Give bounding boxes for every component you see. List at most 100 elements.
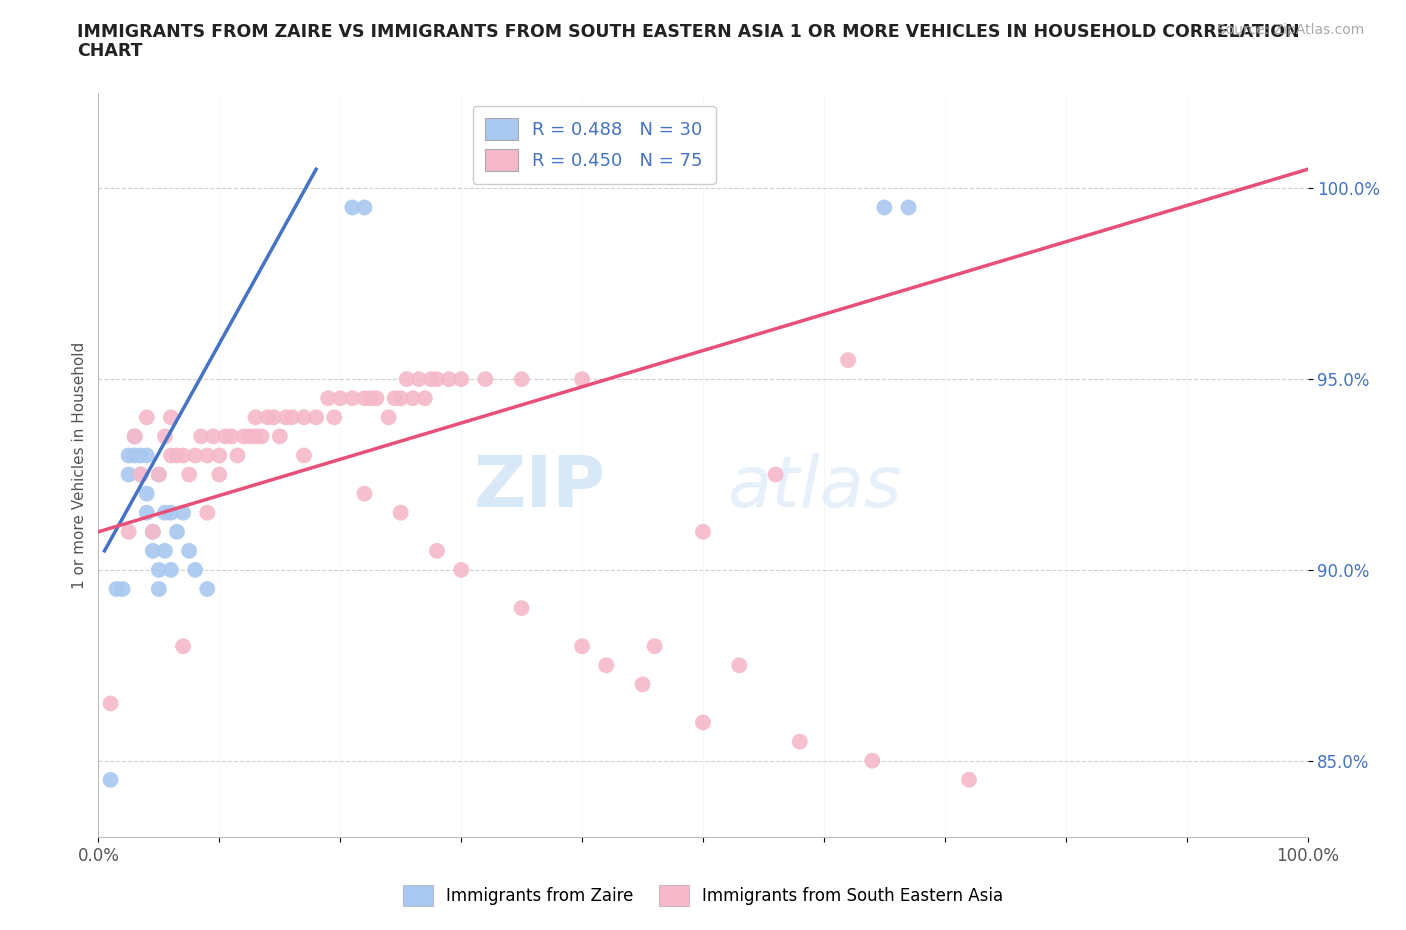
Point [190, 429, 212, 444]
Point [160, 448, 183, 463]
Point [408, 372, 430, 387]
Point [510, 372, 533, 387]
Point [450, 563, 472, 578]
Point [226, 448, 249, 463]
Point [172, 448, 194, 463]
Point [305, 410, 328, 425]
Point [395, 372, 418, 387]
Point [195, 505, 218, 520]
Point [142, 525, 165, 539]
Point [274, 410, 297, 425]
Point [245, 410, 267, 425]
Point [353, 200, 375, 215]
Point [221, 429, 243, 444]
Point [420, 372, 443, 387]
Point [111, 581, 134, 596]
Point [148, 581, 170, 596]
Point [245, 429, 267, 444]
Point [765, 467, 787, 482]
Point [124, 429, 146, 444]
Point [353, 486, 375, 501]
Point [135, 505, 157, 520]
Point [837, 352, 859, 367]
Point [142, 525, 165, 539]
Legend: Immigrants from Zaire, Immigrants from South Eastern Asia: Immigrants from Zaire, Immigrants from S… [396, 879, 1010, 912]
Point [118, 467, 141, 482]
Point [105, 581, 128, 596]
Point [571, 372, 593, 387]
Point [728, 658, 751, 672]
Point [323, 410, 346, 425]
Point [389, 391, 412, 405]
Point [184, 563, 207, 578]
Point [129, 448, 152, 463]
Point [148, 467, 170, 482]
Point [595, 658, 617, 672]
Point [184, 448, 207, 463]
Point [644, 639, 666, 654]
Point [202, 429, 225, 444]
Point [135, 410, 157, 425]
Point [873, 200, 896, 215]
Point [160, 505, 183, 520]
Point [250, 429, 273, 444]
Point [100, 772, 122, 787]
Point [292, 448, 315, 463]
Point [571, 639, 593, 654]
Point [179, 543, 201, 558]
Text: ZIP: ZIP [474, 453, 606, 522]
Point [329, 391, 352, 405]
Point [389, 505, 412, 520]
Point [124, 429, 146, 444]
Point [160, 410, 183, 425]
Point [789, 734, 811, 749]
Point [208, 467, 231, 482]
Point [148, 467, 170, 482]
Point [153, 505, 176, 520]
Point [142, 543, 165, 558]
Y-axis label: 1 or more Vehicles in Household: 1 or more Vehicles in Household [72, 341, 87, 589]
Point [281, 410, 304, 425]
Point [153, 429, 176, 444]
Point [402, 391, 425, 405]
Point [232, 429, 254, 444]
Point [118, 525, 141, 539]
Point [631, 677, 654, 692]
Point [153, 543, 176, 558]
Point [135, 486, 157, 501]
Point [160, 563, 183, 578]
Point [413, 391, 436, 405]
Point [269, 429, 291, 444]
Point [860, 753, 883, 768]
Point [179, 467, 201, 482]
Point [129, 467, 152, 482]
Point [100, 696, 122, 711]
Point [292, 410, 315, 425]
Point [208, 448, 231, 463]
Point [239, 429, 262, 444]
Point [195, 448, 218, 463]
Point [118, 448, 141, 463]
Text: CHART: CHART [77, 42, 143, 60]
Point [360, 391, 382, 405]
Point [172, 505, 194, 520]
Point [172, 639, 194, 654]
Point [437, 372, 460, 387]
Point [366, 391, 388, 405]
Point [166, 448, 188, 463]
Point [129, 467, 152, 482]
Point [897, 200, 920, 215]
Point [148, 563, 170, 578]
Point [474, 372, 496, 387]
Point [256, 410, 278, 425]
Text: Source: ZipAtlas.com: Source: ZipAtlas.com [1216, 23, 1364, 37]
Legend: R = 0.488   N = 30, R = 0.450   N = 75: R = 0.488 N = 30, R = 0.450 N = 75 [472, 106, 716, 184]
Text: IMMIGRANTS FROM ZAIRE VS IMMIGRANTS FROM SOUTH EASTERN ASIA 1 OR MORE VEHICLES I: IMMIGRANTS FROM ZAIRE VS IMMIGRANTS FROM… [77, 23, 1301, 41]
Point [510, 601, 533, 616]
Point [316, 391, 339, 405]
Point [353, 391, 375, 405]
Point [692, 715, 714, 730]
Text: atlas: atlas [727, 453, 901, 522]
Point [214, 429, 236, 444]
Point [426, 372, 449, 387]
